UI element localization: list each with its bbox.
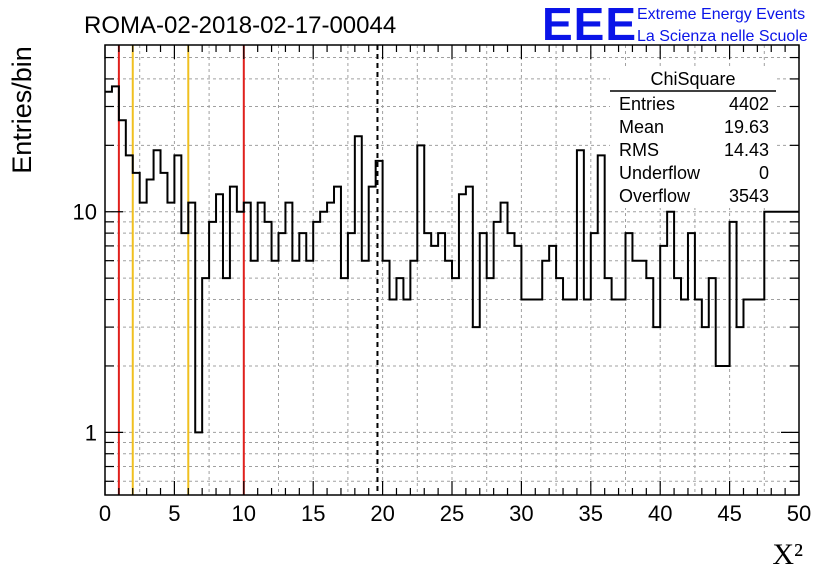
x-tick-label: 50 <box>787 501 811 526</box>
x-tick-label: 30 <box>509 501 533 526</box>
stats-value: 3543 <box>729 186 769 206</box>
stats-value: 14.43 <box>724 140 769 160</box>
stats-label: Underflow <box>619 163 701 183</box>
stats-label: RMS <box>619 140 659 160</box>
x-tick-label: 15 <box>301 501 325 526</box>
logo-line-1: Extreme Energy Events <box>637 6 805 23</box>
x-tick-label: 45 <box>717 501 741 526</box>
stats-label: Mean <box>619 117 664 137</box>
stats-label: Entries <box>619 94 675 114</box>
stats-box: ChiSquare Entries 4402 Mean 19.63 RMS 14.43 Un… <box>610 66 776 208</box>
stats-value: 0 <box>759 163 769 183</box>
y-axis-label: Entries/bin <box>7 46 37 174</box>
x-axis-label: X² <box>772 538 803 571</box>
x-tick-label: 40 <box>648 501 672 526</box>
x-tick-label: 10 <box>232 501 256 526</box>
eee-logo: EEE <box>542 0 637 50</box>
x-tick-label: 0 <box>99 501 111 526</box>
y-tick-label: 10 <box>73 200 97 225</box>
x-tick-label: 35 <box>579 501 603 526</box>
x-tick-label: 20 <box>370 501 394 526</box>
stats-value: 4402 <box>729 94 769 114</box>
reference-lines <box>117 45 379 495</box>
axis-ticks: 0 5 10 15 20 25 30 35 40 45 50 1 10 <box>73 45 811 526</box>
logo-line-2: La Scienza nelle Scuole <box>637 28 808 45</box>
x-tick-label: 25 <box>440 501 464 526</box>
histogram-step-line <box>105 85 799 434</box>
stats-title: ChiSquare <box>650 69 735 89</box>
x-tick-label: 5 <box>168 501 180 526</box>
y-tick-label: 1 <box>85 420 97 445</box>
stats-label: Overflow <box>619 186 691 206</box>
run-title: ROMA-02-2018-02-17-00044 <box>84 12 396 39</box>
stats-value: 19.63 <box>724 117 769 137</box>
